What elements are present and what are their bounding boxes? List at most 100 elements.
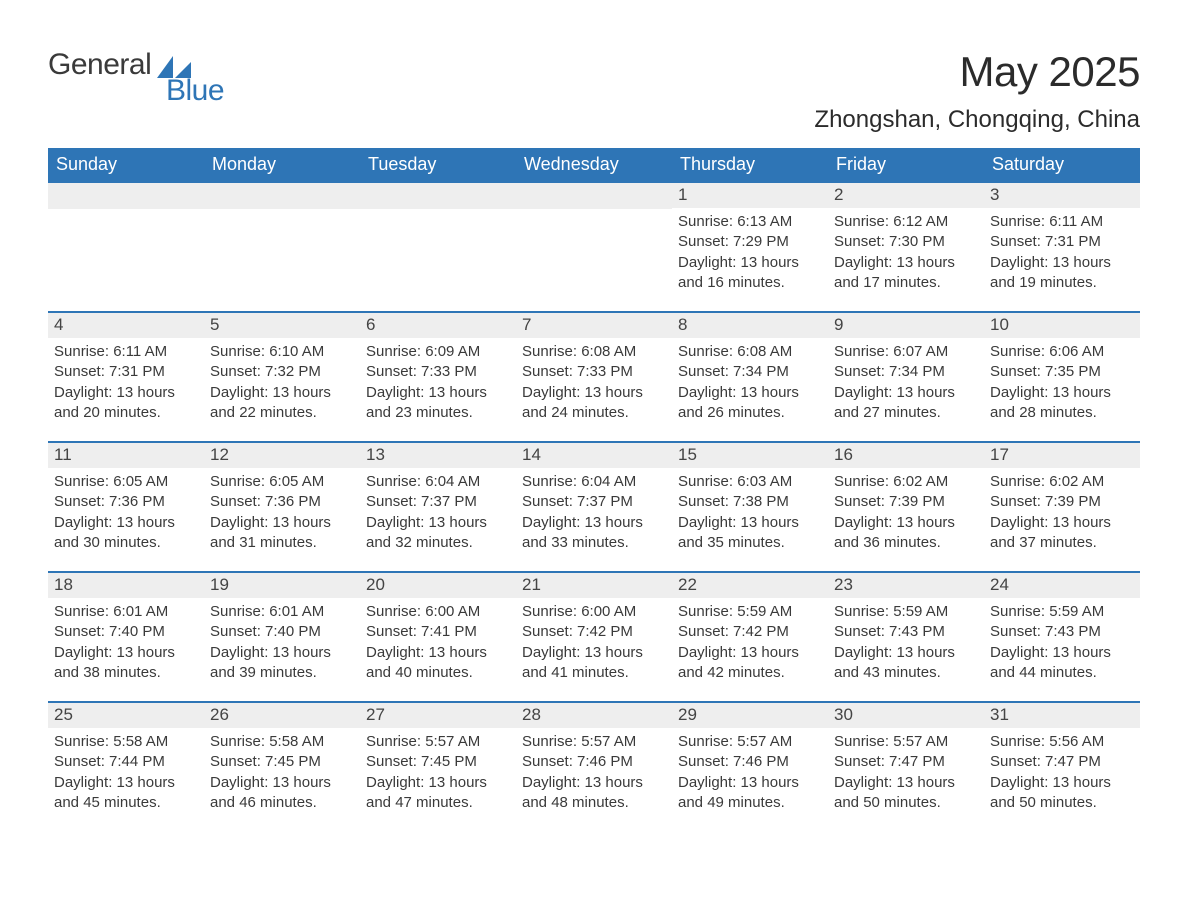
- sunrise-text: Sunrise: 6:10 AM: [210, 342, 354, 362]
- brand-word1: General: [48, 48, 151, 82]
- weekday-header: Wednesday: [516, 148, 672, 183]
- daylight-text: Daylight: 13 hours and 46 minutes.: [210, 773, 354, 814]
- sunset-text: Sunset: 7:42 PM: [522, 622, 666, 642]
- sunrise-text: Sunrise: 6:02 AM: [834, 472, 978, 492]
- day-number: 27: [360, 703, 516, 728]
- calendar: SundayMondayTuesdayWednesdayThursdayFrid…: [48, 148, 1140, 831]
- sunrise-text: Sunrise: 5:57 AM: [522, 732, 666, 752]
- day-cell: 26 Sunrise: 5:58 AMSunset: 7:45 PMDayligh…: [204, 703, 360, 831]
- sunset-text: Sunset: 7:36 PM: [54, 492, 198, 512]
- day-body: Sunrise: 6:08 AMSunset: 7:34 PMDaylight:…: [672, 338, 828, 429]
- daylight-text: Daylight: 13 hours and 44 minutes.: [990, 643, 1134, 684]
- day-number: 20: [360, 573, 516, 598]
- day-cell: 28Sunrise: 5:57 AMSunset: 7:46 PMDayligh…: [516, 703, 672, 831]
- day-body: Sunrise: 5:57 AMSunset: 7:47 PMDaylight:…: [828, 728, 984, 819]
- month-title: May 2025: [814, 48, 1140, 96]
- sunset-text: Sunset: 7:29 PM: [678, 232, 822, 252]
- day-cell: 18Sunrise: 6:01 AMSunset: 7:40 PMDayligh…: [48, 573, 204, 701]
- day-cell: 4Sunrise: 6:11 AMSunset: 7:31 PMDaylight…: [48, 313, 204, 441]
- day-body: Sunrise: 6:09 AMSunset: 7:33 PMDaylight:…: [360, 338, 516, 429]
- daylight-text: Daylight: 13 hours and 41 minutes.: [522, 643, 666, 684]
- daylight-text: Daylight: 13 hours and 50 minutes.: [990, 773, 1134, 814]
- daylight-text: Daylight: 13 hours and 17 minutes.: [834, 253, 978, 294]
- sunset-text: Sunset: 7:37 PM: [522, 492, 666, 512]
- day-cell: 27Sunrise: 5:57 AMSunset: 7:45 PMDayligh…: [360, 703, 516, 831]
- sunset-text: Sunset: 7:36 PM: [210, 492, 354, 512]
- sunrise-text: Sunrise: 5:57 AM: [678, 732, 822, 752]
- day-number: 16: [828, 443, 984, 468]
- day-cell: 21Sunrise: 6:00 AMSunset: 7:42 PMDayligh…: [516, 573, 672, 701]
- weekday-header: Tuesday: [360, 148, 516, 183]
- sunrise-text: Sunrise: 5:59 AM: [990, 602, 1134, 622]
- daylight-text: Daylight: 13 hours and 43 minutes.: [834, 643, 978, 684]
- day-number: 1: [672, 183, 828, 208]
- sunset-text: Sunset: 7:40 PM: [54, 622, 198, 642]
- daylight-text: Daylight: 13 hours and 37 minutes.: [990, 513, 1134, 554]
- day-cell: 1Sunrise: 6:13 AMSunset: 7:29 PMDaylight…: [672, 183, 828, 311]
- day-number: 21: [516, 573, 672, 598]
- day-number: 24: [984, 573, 1140, 598]
- day-body: Sunrise: 6:04 AMSunset: 7:37 PMDaylight:…: [360, 468, 516, 559]
- day-body: Sunrise: 6:00 AMSunset: 7:42 PMDaylight:…: [516, 598, 672, 689]
- weekday-header-row: SundayMondayTuesdayWednesdayThursdayFrid…: [48, 148, 1140, 183]
- daylight-text: Daylight: 13 hours and 33 minutes.: [522, 513, 666, 554]
- daylight-text: Daylight: 13 hours and 42 minutes.: [678, 643, 822, 684]
- sunset-text: Sunset: 7:43 PM: [990, 622, 1134, 642]
- sunset-text: Sunset: 7:33 PM: [366, 362, 510, 382]
- daylight-text: Daylight: 13 hours and 27 minutes.: [834, 383, 978, 424]
- sunset-text: Sunset: 7:42 PM: [678, 622, 822, 642]
- day-body: Sunrise: 6:03 AMSunset: 7:38 PMDaylight:…: [672, 468, 828, 559]
- day-number: 6: [360, 313, 516, 338]
- day-cell: 11Sunrise: 6:05 AMSunset: 7:36 PMDayligh…: [48, 443, 204, 571]
- daylight-text: Daylight: 13 hours and 28 minutes.: [990, 383, 1134, 424]
- day-number: 3: [984, 183, 1140, 208]
- sunset-text: Sunset: 7:41 PM: [366, 622, 510, 642]
- day-body: Sunrise: 6:13 AMSunset: 7:29 PMDaylight:…: [672, 208, 828, 299]
- sunrise-text: Sunrise: 5:58 AM: [210, 732, 354, 752]
- day-cell: 14Sunrise: 6:04 AMSunset: 7:37 PMDayligh…: [516, 443, 672, 571]
- sunset-text: Sunset: 7:40 PM: [210, 622, 354, 642]
- day-number: [48, 183, 204, 209]
- sunrise-text: Sunrise: 5:59 AM: [834, 602, 978, 622]
- sunset-text: Sunset: 7:45 PM: [210, 752, 354, 772]
- sunrise-text: Sunrise: 5:58 AM: [54, 732, 198, 752]
- week-row: 1Sunrise: 6:13 AMSunset: 7:29 PMDaylight…: [48, 183, 1140, 311]
- daylight-text: Daylight: 13 hours and 26 minutes.: [678, 383, 822, 424]
- daylight-text: Daylight: 13 hours and 30 minutes.: [54, 513, 198, 554]
- day-number: 31: [984, 703, 1140, 728]
- day-cell: 19Sunrise: 6:01 AMSunset: 7:40 PMDayligh…: [204, 573, 360, 701]
- weekday-header: Monday: [204, 148, 360, 183]
- sunset-text: Sunset: 7:44 PM: [54, 752, 198, 772]
- sunrise-text: Sunrise: 6:01 AM: [210, 602, 354, 622]
- daylight-text: Daylight: 13 hours and 50 minutes.: [834, 773, 978, 814]
- day-cell: 29Sunrise: 5:57 AMSunset: 7:46 PMDayligh…: [672, 703, 828, 831]
- day-cell: 25Sunrise: 5:58 AMSunset: 7:44 PMDayligh…: [48, 703, 204, 831]
- day-cell: 8Sunrise: 6:08 AMSunset: 7:34 PMDaylight…: [672, 313, 828, 441]
- weekday-header: Sunday: [48, 148, 204, 183]
- day-cell: 23Sunrise: 5:59 AMSunset: 7:43 PMDayligh…: [828, 573, 984, 701]
- day-cell: 3Sunrise: 6:11 AMSunset: 7:31 PMDaylight…: [984, 183, 1140, 311]
- day-body: Sunrise: 6:02 AMSunset: 7:39 PMDaylight:…: [984, 468, 1140, 559]
- day-number: 26: [204, 703, 360, 728]
- day-number: 8: [672, 313, 828, 338]
- day-cell: 9Sunrise: 6:07 AMSunset: 7:34 PMDaylight…: [828, 313, 984, 441]
- day-number: 13: [360, 443, 516, 468]
- day-cell: 17Sunrise: 6:02 AMSunset: 7:39 PMDayligh…: [984, 443, 1140, 571]
- day-body: Sunrise: 6:11 AMSunset: 7:31 PMDaylight:…: [48, 338, 204, 429]
- daylight-text: Daylight: 13 hours and 47 minutes.: [366, 773, 510, 814]
- day-number: 28: [516, 703, 672, 728]
- location-label: Zhongshan, Chongqing, China: [814, 106, 1140, 134]
- sunrise-text: Sunrise: 6:01 AM: [54, 602, 198, 622]
- daylight-text: Daylight: 13 hours and 49 minutes.: [678, 773, 822, 814]
- day-number: 12: [204, 443, 360, 468]
- daylight-text: Daylight: 13 hours and 16 minutes.: [678, 253, 822, 294]
- day-cell: 30Sunrise: 5:57 AMSunset: 7:47 PMDayligh…: [828, 703, 984, 831]
- day-body: Sunrise: 6:00 AMSunset: 7:41 PMDaylight:…: [360, 598, 516, 689]
- sunrise-text: Sunrise: 5:59 AM: [678, 602, 822, 622]
- sunset-text: Sunset: 7:39 PM: [834, 492, 978, 512]
- brand-word2: Blue: [166, 74, 224, 108]
- day-cell: 31Sunrise: 5:56 AMSunset: 7:47 PMDayligh…: [984, 703, 1140, 831]
- day-cell: 2Sunrise: 6:12 AMSunset: 7:30 PMDaylight…: [828, 183, 984, 311]
- sunrise-text: Sunrise: 5:56 AM: [990, 732, 1134, 752]
- day-cell: [48, 183, 204, 311]
